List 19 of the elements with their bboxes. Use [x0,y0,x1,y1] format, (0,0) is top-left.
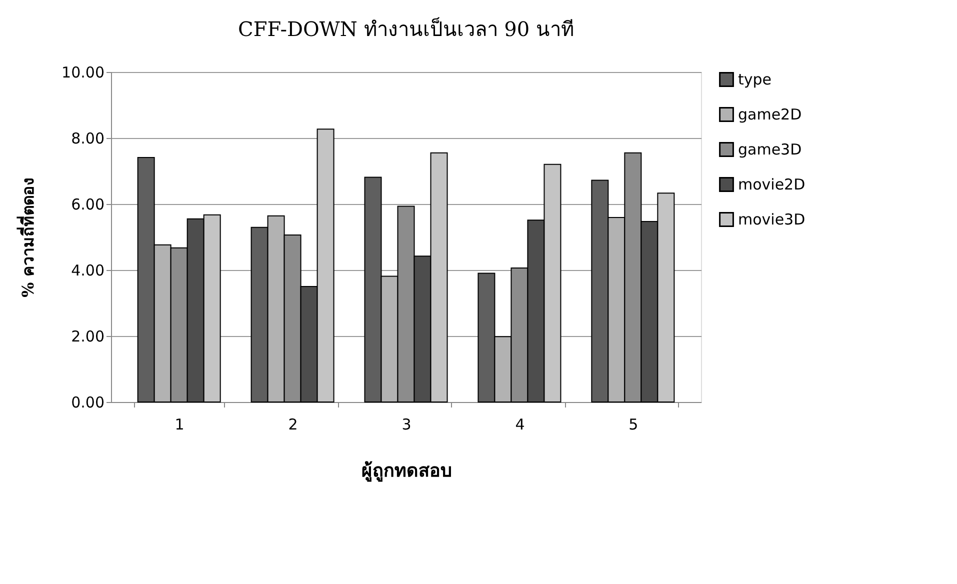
y-tick-label: 4.00 [71,262,104,280]
y-tick-label: 0.00 [71,394,104,412]
x-axis-title: ผู้ถูกทดสอบ [362,460,452,482]
y-tick-label: 8.00 [71,130,104,148]
y-tick-label: 2.00 [71,328,104,346]
x-tick-label: 2 [288,416,298,434]
y-axis-title: % ความถี่ที่ตดอง [16,178,38,298]
chart-title: CFF-DOWN ทำงานเป็นเวลา 90 นาที [238,16,574,41]
x-tick-label: 4 [515,416,525,434]
x-tick-label: 1 [174,416,184,434]
x-tick-label: 3 [402,416,412,434]
y-tick-label: 6.00 [71,196,104,214]
x-tick-label: 5 [628,416,638,434]
y-tick-label: 10.00 [62,64,104,82]
legend-label: movie2D [738,176,806,194]
legend-label: movie3D [738,210,806,228]
legend-label: type [738,70,772,88]
legend-label: game2D [738,106,802,124]
legend-label: game3D [738,140,802,158]
